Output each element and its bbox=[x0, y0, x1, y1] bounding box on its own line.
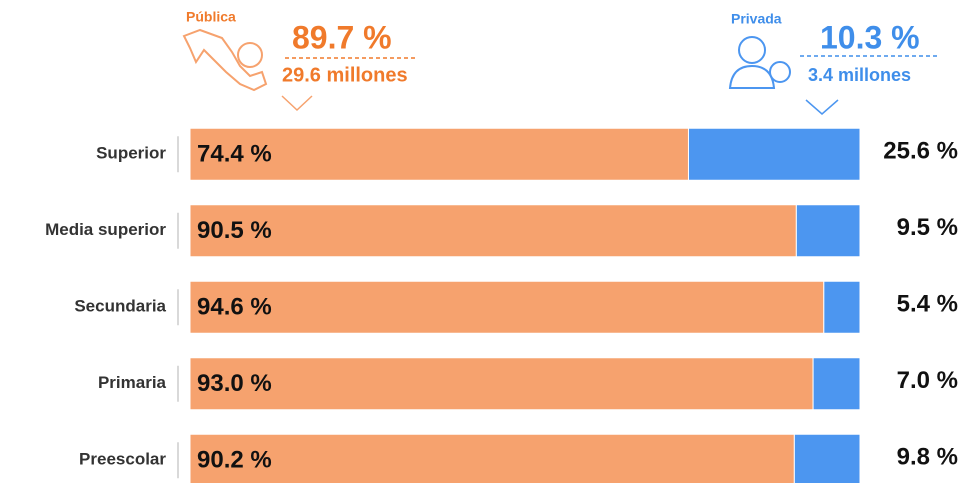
private-people: 3.4 millones bbox=[808, 65, 911, 85]
public-people: 29.6 millones bbox=[282, 64, 408, 86]
value-label: 7.0 % bbox=[897, 367, 958, 394]
bar-segment bbox=[793, 433, 861, 483]
private-legend: Privada bbox=[731, 11, 782, 27]
bar-segment bbox=[189, 357, 814, 411]
bar-segment bbox=[823, 280, 861, 334]
bar-segment bbox=[189, 127, 689, 181]
value-label: 25.6 % bbox=[883, 138, 958, 165]
category-label: Secundaria bbox=[74, 297, 166, 316]
value-label: 94.6 % bbox=[197, 294, 272, 321]
bar-segment bbox=[189, 204, 797, 258]
private-total: 10.3 % bbox=[820, 19, 920, 55]
bar-segment bbox=[189, 280, 825, 334]
category-label: Preescolar bbox=[79, 450, 166, 469]
value-label: 5.4 % bbox=[897, 291, 958, 318]
category-label: Media superior bbox=[45, 220, 166, 239]
private-chevron bbox=[805, 99, 839, 115]
value-label: 74.4 % bbox=[197, 141, 272, 168]
value-label: 9.8 % bbox=[897, 444, 958, 471]
value-label: 90.2 % bbox=[197, 447, 272, 474]
bar-segment bbox=[795, 204, 861, 258]
public-chevron bbox=[281, 95, 313, 112]
bar-segment bbox=[189, 433, 795, 483]
category-label: Primaria bbox=[98, 373, 167, 392]
bar-segment bbox=[812, 357, 861, 411]
value-label: 9.5 % bbox=[897, 214, 958, 241]
private-icon bbox=[728, 36, 791, 89]
public-legend: Pública bbox=[186, 9, 236, 25]
category-label: Superior bbox=[96, 144, 166, 163]
value-label: 93.0 % bbox=[197, 370, 272, 397]
public-icon bbox=[182, 28, 268, 92]
public-total: 89.7 % bbox=[292, 19, 392, 55]
bar-segment bbox=[687, 127, 861, 181]
value-label: 90.5 % bbox=[197, 217, 272, 244]
